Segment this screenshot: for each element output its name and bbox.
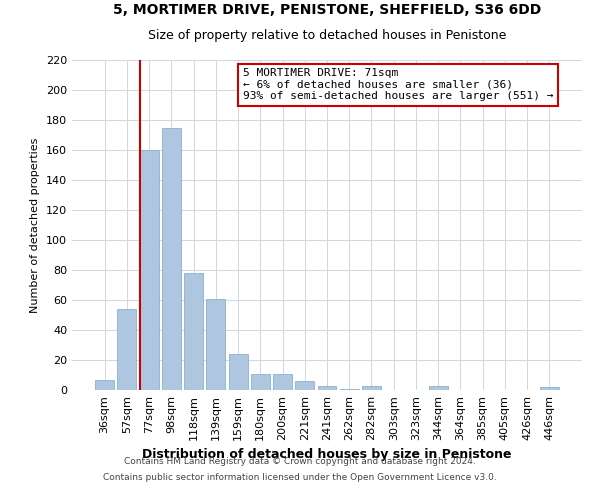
Bar [184, 273, 203, 390]
Bar [317, 386, 337, 390]
X-axis label: Distribution of detached houses by size in Penistone: Distribution of detached houses by size … [142, 448, 512, 462]
Bar [340, 388, 359, 390]
Bar [429, 386, 448, 390]
Bar [118, 309, 136, 390]
Y-axis label: Number of detached properties: Number of detached properties [31, 138, 40, 312]
Text: Size of property relative to detached houses in Penistone: Size of property relative to detached ho… [148, 29, 506, 42]
Bar [95, 380, 114, 390]
Text: 5 MORTIMER DRIVE: 71sqm
← 6% of detached houses are smaller (36)
93% of semi-det: 5 MORTIMER DRIVE: 71sqm ← 6% of detached… [243, 68, 553, 102]
Text: Contains public sector information licensed under the Open Government Licence v3: Contains public sector information licen… [103, 472, 497, 482]
Bar [362, 386, 381, 390]
Bar [295, 381, 314, 390]
Text: 5, MORTIMER DRIVE, PENISTONE, SHEFFIELD, S36 6DD: 5, MORTIMER DRIVE, PENISTONE, SHEFFIELD,… [113, 3, 541, 17]
Bar [162, 128, 181, 390]
Bar [273, 374, 292, 390]
Bar [229, 354, 248, 390]
Bar [206, 298, 225, 390]
Bar [540, 387, 559, 390]
Bar [251, 374, 270, 390]
Text: Contains HM Land Registry data © Crown copyright and database right 2024.: Contains HM Land Registry data © Crown c… [124, 458, 476, 466]
Bar [140, 150, 158, 390]
